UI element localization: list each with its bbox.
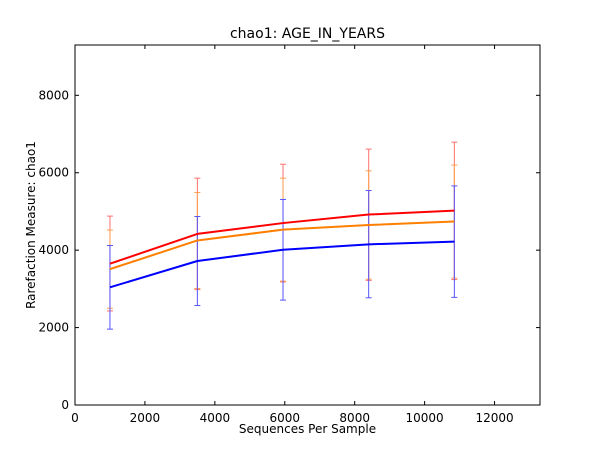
chart-title: chao1: AGE_IN_YEARS <box>230 26 385 42</box>
x-tick-label: 12000 <box>475 411 513 425</box>
y-tick-label: 8000 <box>38 88 69 102</box>
x-tick-label: 10000 <box>406 411 444 425</box>
series-line-2 <box>109 220 455 271</box>
y-tick-label: 6000 <box>38 166 69 180</box>
x-tick-label: 0 <box>71 411 79 425</box>
y-tick-label: 4000 <box>38 243 69 257</box>
errorbars-layer <box>106 141 458 330</box>
x-tick-label: 2000 <box>130 411 161 425</box>
series-line-1 <box>109 209 455 265</box>
series-lines-layer <box>109 209 455 289</box>
ticks-layer: 0 2000 4000 6000 8000 10000 12000 0 2000 4000 6000… <box>38 45 540 425</box>
y-tick-label: 0 <box>61 398 69 412</box>
x-tick-label: 8000 <box>339 411 370 425</box>
y-tick-label: 2000 <box>38 321 69 335</box>
x-axis-label: Sequences Per Sample <box>239 422 376 436</box>
x-tick-label: 6000 <box>270 411 301 425</box>
y-axis-label: Rarefaction Measure: chao1 <box>24 141 38 309</box>
errorbar <box>451 185 458 298</box>
plot-frame <box>74 44 541 406</box>
x-tick-label: 4000 <box>200 411 231 425</box>
series-line-3 <box>109 240 455 289</box>
